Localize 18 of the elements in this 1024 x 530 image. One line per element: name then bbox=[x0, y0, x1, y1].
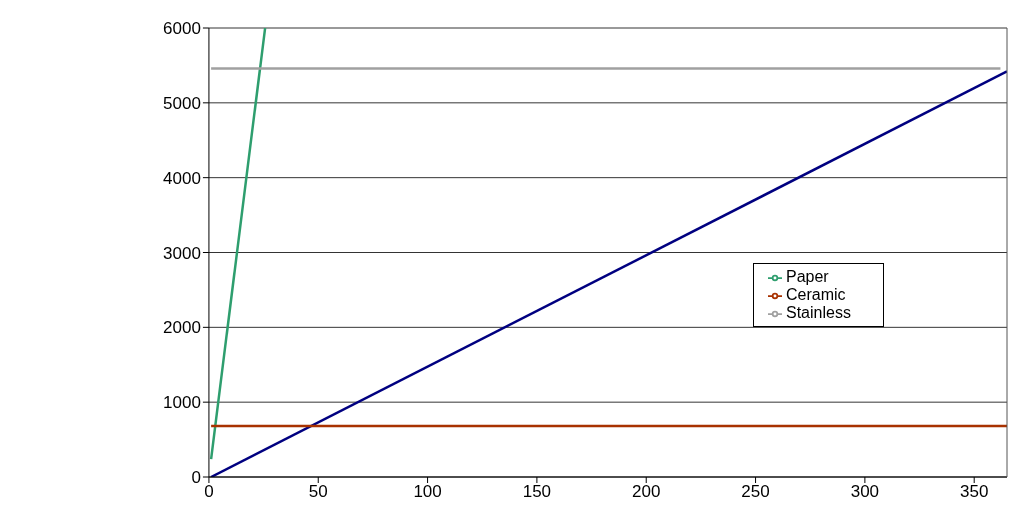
legend-label: Paper bbox=[786, 268, 829, 285]
legend-label: Stainless bbox=[786, 304, 851, 321]
y-tick-label: 3000 bbox=[163, 243, 201, 263]
y-tick-label: 5000 bbox=[163, 93, 201, 113]
y-tick-label: 2000 bbox=[163, 318, 201, 338]
x-tick-label: 150 bbox=[522, 482, 552, 502]
x-tick-label: 200 bbox=[632, 482, 661, 502]
x-tick-label: 100 bbox=[413, 482, 442, 502]
x-tick-label: 250 bbox=[741, 482, 770, 502]
y-tick-label: 6000 bbox=[163, 19, 201, 39]
x-tick-label: 300 bbox=[850, 482, 880, 502]
legend-label: Ceramic bbox=[786, 286, 846, 303]
x-tick-label: 50 bbox=[308, 482, 328, 502]
y-tick-label: 1000 bbox=[163, 393, 201, 413]
x-tick-label: 0 bbox=[204, 482, 214, 502]
y-tick-label: 4000 bbox=[163, 168, 201, 188]
x-tick-label: 350 bbox=[960, 482, 989, 502]
y-tick-label: 0 bbox=[191, 468, 201, 488]
